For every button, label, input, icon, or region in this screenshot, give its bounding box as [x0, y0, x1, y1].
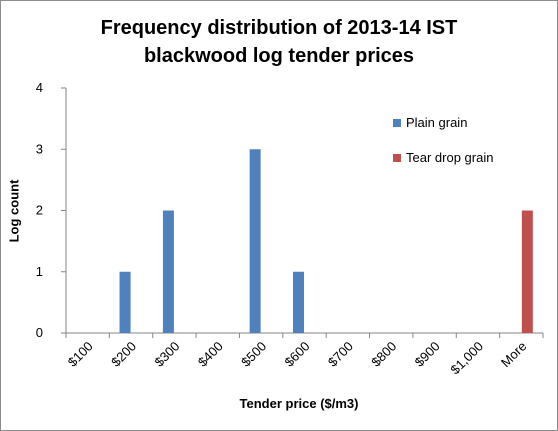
x-tick-label: More [498, 339, 530, 371]
chart-title-line-2: blackwood log tender prices [143, 45, 415, 67]
x-tick-label: $400 [195, 339, 226, 370]
x-tick-label: $100 [65, 339, 96, 370]
bar-tear-drop-grain [521, 210, 533, 333]
legend-item-plain-grain: Plain grain [393, 115, 467, 130]
bar-plain-grain [162, 210, 174, 333]
x-axis-title: Tender price ($/m3) [239, 396, 359, 411]
bar-plain-grain [119, 271, 131, 333]
y-axis-title: Log count [6, 179, 22, 243]
x-tick-label: $600 [282, 339, 313, 370]
y-tick-label: 4 [36, 80, 43, 95]
x-tick-label: $300 [151, 339, 182, 370]
y-tick-label: 2 [36, 203, 43, 218]
x-tick-label: $200 [108, 339, 139, 370]
bar-plain-grain [293, 271, 304, 333]
chart-title-line-1: Frequency distribution of 2013-14 IST [100, 17, 458, 39]
legend-label-tear-drop-grain: Tear drop grain [406, 150, 494, 165]
x-tick-label: $900 [412, 339, 443, 370]
x-tick-label: $700 [325, 339, 356, 370]
y-tick-label: 0 [36, 325, 43, 340]
bar-plain-grain [249, 149, 261, 333]
legend-label-plain-grain: Plain grain [406, 115, 468, 130]
x-tick-label: $800 [368, 339, 399, 370]
y-tick-label: 3 [36, 141, 43, 156]
legend-item-tear-drop-grain: Tear drop grain [393, 150, 493, 165]
y-tick-label: 1 [36, 264, 43, 279]
chart-title: Frequency distribution of 2013-14 IST bl… [0, 14, 558, 70]
x-tick-label: $1,000 [447, 339, 486, 378]
legend-swatch-plain-grain [393, 118, 401, 127]
legend-swatch-tear-drop-grain [393, 153, 401, 162]
x-tick-label: $500 [238, 339, 269, 370]
